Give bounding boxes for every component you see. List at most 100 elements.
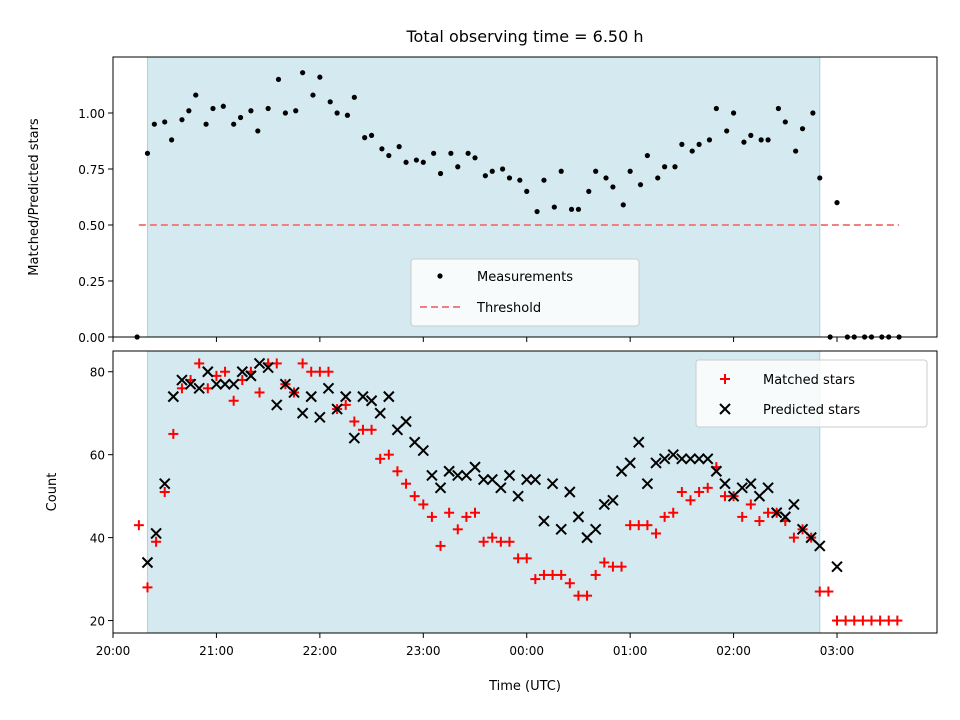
measurement-point (179, 117, 185, 123)
predicted-star-point (607, 494, 619, 507)
predicted-star-point (374, 407, 386, 419)
matched-star-point (754, 516, 765, 527)
measurement-point (551, 204, 557, 210)
measurement-point (379, 146, 385, 152)
measurement-point (193, 92, 199, 98)
predicted-star-point (322, 382, 335, 395)
predicted-star-point (486, 473, 498, 486)
measurement-point (724, 128, 730, 134)
predicted-star-point (400, 415, 412, 428)
legend-matched-marker (720, 374, 730, 384)
x-tick-label: 03:00 (820, 644, 855, 658)
x-tick-label: 02:00 (716, 644, 751, 658)
predicted-star-point (167, 390, 180, 403)
measurement-point (558, 168, 564, 174)
count-panel: 20:00 21:00 22:00 23:00 00:00 01:00 02:00 03:00… (45, 350, 938, 694)
matched-star-point (763, 507, 774, 518)
matched-star-point (737, 511, 748, 522)
predicted-star-point (210, 378, 223, 390)
count-panel-series (133, 357, 903, 626)
measurement-point (586, 188, 592, 194)
measurement-point (255, 128, 261, 134)
matched-star-point (151, 536, 162, 547)
y-tick-label: 60 (90, 449, 105, 463)
measurement-point (765, 137, 771, 143)
measurement-point (465, 150, 471, 156)
predicted-star-point (684, 453, 697, 465)
predicted-star-point (495, 482, 507, 494)
measurement-point (748, 132, 754, 138)
predicted-star-point (598, 498, 611, 511)
matched-star-point (857, 615, 868, 626)
matched-star-point (392, 466, 403, 477)
measurement-point (517, 177, 523, 183)
measurement-point (593, 168, 599, 174)
predicted-star-point (581, 531, 593, 544)
predicted-star-point (736, 482, 748, 494)
measurement-point (455, 164, 461, 170)
predicted-star-point (452, 469, 464, 482)
predicted-star-point (227, 378, 240, 390)
count-panel-ticks: 20:00 21:00 22:00 23:00 00:00 01:00 02:00 03:00… (90, 366, 855, 658)
predicted-star-point (279, 378, 292, 390)
predicted-star-point (348, 432, 361, 444)
measurement-point (431, 150, 437, 156)
predicted-star-point (176, 374, 188, 386)
matched-star-point (832, 615, 843, 626)
measurement-point (834, 200, 840, 206)
predicted-star-point (253, 357, 266, 370)
predicted-star-point (314, 411, 326, 424)
predicted-star-point (615, 465, 628, 477)
predicted-star-point (460, 469, 473, 482)
predicted-star-point (477, 473, 490, 486)
measurement-point (782, 119, 788, 125)
predicted-star-point (762, 482, 774, 494)
predicted-star-point (529, 473, 542, 486)
legend-predicted-marker (719, 403, 731, 415)
matched-star-point (383, 449, 394, 460)
predicted-star-point (788, 498, 800, 511)
measurement-point (810, 110, 816, 116)
measurement-point (758, 137, 764, 143)
matched-star-point (401, 478, 412, 489)
matched-star-point (633, 520, 644, 531)
measurement-point (620, 202, 626, 208)
predicted-star-point (357, 390, 369, 403)
measurement-point (793, 148, 799, 154)
ratio-panel-ticks: 0.00 0.25 0.50 0.75 1.00 (78, 107, 838, 345)
measurement-point (662, 164, 668, 170)
matched-star-point (702, 482, 713, 493)
matched-star-point (659, 511, 670, 522)
measurement-point (575, 206, 582, 212)
predicted-star-point (624, 457, 636, 469)
matched-star-point (349, 416, 360, 427)
x-tick-label: 21:00 (199, 644, 234, 658)
measurement-point (637, 182, 644, 188)
measurement-point (386, 152, 392, 159)
matched-star-point (487, 532, 498, 543)
measurement-point (741, 139, 747, 145)
measurement-point (524, 188, 530, 194)
measurement-point (541, 177, 547, 183)
count-legend: Matched stars Predicted stars (695, 359, 928, 428)
measurement-point (162, 119, 168, 125)
measurement-point (300, 70, 306, 76)
predicted-star-point (193, 382, 205, 395)
matched-star-point (823, 586, 834, 597)
measurement-point (713, 105, 719, 112)
measurement-point (672, 164, 678, 170)
matched-star-point (745, 499, 756, 510)
predicted-star-point (693, 453, 705, 465)
matched-star-point (814, 586, 825, 597)
predicted-star-point (512, 490, 524, 502)
predicted-star-point (331, 403, 343, 415)
measurement-point (655, 175, 661, 181)
matched-star-point (504, 536, 515, 547)
measurement-point (231, 121, 237, 127)
predicted-star-point (383, 390, 395, 403)
matched-star-point (513, 553, 524, 564)
matched-star-point (556, 569, 567, 580)
matched-star-point (719, 491, 730, 502)
predicted-star-point (796, 523, 809, 536)
predicted-star-point (770, 507, 783, 519)
